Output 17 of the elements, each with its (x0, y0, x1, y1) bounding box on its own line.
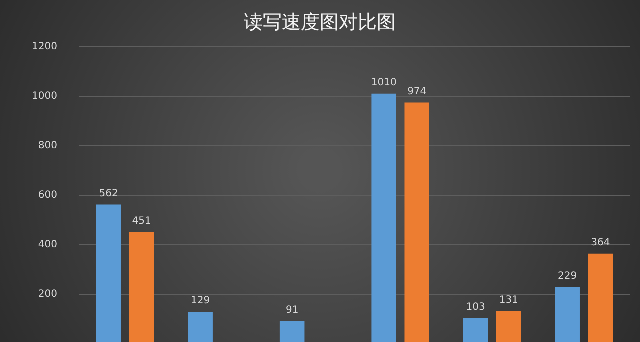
data-label: 103 (466, 302, 486, 314)
y-tick-label: 400 (38, 240, 58, 251)
data-label: 974 (408, 86, 427, 98)
y-tick-label: 600 (38, 190, 58, 201)
data-label: 1010 (371, 77, 397, 88)
data-label: 562 (99, 188, 118, 200)
chart-title: 读写速度图对比图 (244, 11, 396, 34)
data-label: 91 (286, 305, 299, 316)
y-tick-label: 800 (38, 140, 58, 152)
y-tick-label: 1200 (32, 41, 58, 52)
data-label: 131 (499, 295, 518, 306)
y-tick-label: 1000 (32, 90, 58, 102)
data-label: 129 (191, 296, 210, 307)
data-label: 364 (591, 237, 610, 248)
data-label: 229 (558, 270, 578, 282)
y-tick-label: 200 (38, 289, 58, 300)
data-label: 451 (132, 216, 152, 227)
